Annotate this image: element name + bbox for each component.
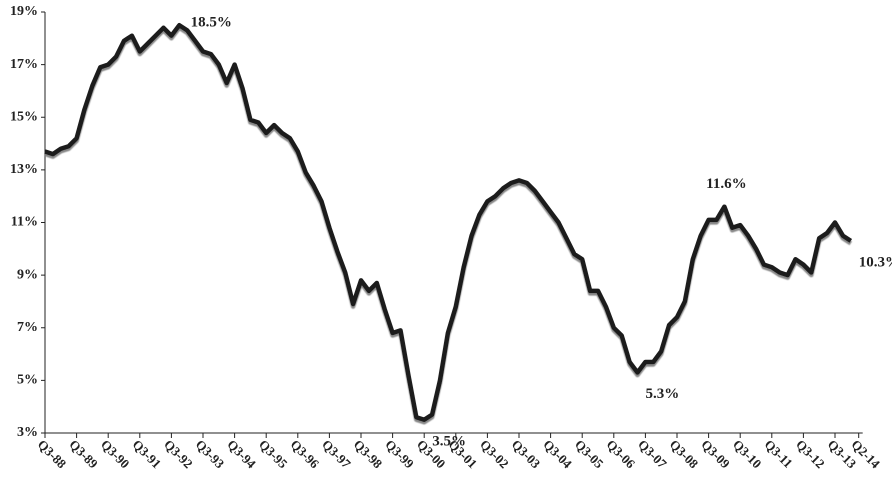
x-tick-label: Q3-12 (793, 437, 828, 472)
x-tick-label: Q3-97 (319, 437, 354, 472)
x-tick-label: Q3-89 (66, 437, 101, 472)
x-tick-label: Q3-05 (572, 437, 607, 472)
x-tick-label: Q3-95 (256, 437, 291, 472)
y-tick-label: 5% (17, 373, 38, 388)
data-label: 11.6% (706, 176, 746, 192)
x-tick-label: Q3-99 (382, 437, 417, 472)
y-tick-label: 7% (17, 320, 38, 335)
y-tick-label: 3% (17, 425, 38, 440)
y-tick-label: 13% (10, 162, 38, 177)
x-tick-label: Q3-04 (540, 437, 575, 472)
x-tick-label: Q3-10 (730, 437, 765, 472)
x-tick-label: Q3-02 (477, 437, 512, 472)
x-tick-label: Q3-08 (667, 437, 702, 472)
y-tick-label: 19% (10, 4, 38, 19)
x-tick-label: Q3-03 (509, 437, 544, 472)
data-label: 5.3% (646, 386, 680, 402)
data-label: 10.3% (859, 254, 892, 270)
line (44, 22, 853, 423)
y-tick-label: 9% (17, 267, 38, 282)
x-tick-label: Q3-94 (224, 437, 259, 472)
x-tick-label: Q3-96 (288, 437, 323, 472)
x-tick-label: Q3-93 (193, 437, 228, 472)
y-tick-label: 11% (11, 215, 38, 230)
y-tick-label: 17% (10, 57, 38, 72)
x-tick-label: Q3-11 (762, 437, 796, 471)
x-tick-label: Q3-88 (35, 437, 70, 472)
x-tick-label: Q3-98 (351, 437, 386, 472)
data-label: 18.5% (191, 15, 232, 31)
x-tick-label: Q3-91 (130, 437, 165, 472)
x-tick-label: Q3-07 (635, 437, 670, 472)
x-tick-label: Q3-09 (698, 437, 733, 472)
x-tick-label: Q3-06 (604, 437, 639, 472)
y-tick-label: 15% (10, 109, 38, 124)
x-tick-label: Q3-92 (161, 437, 196, 472)
x-tick-label: Q3-90 (98, 437, 133, 472)
data-label: 3.5% (432, 433, 466, 449)
